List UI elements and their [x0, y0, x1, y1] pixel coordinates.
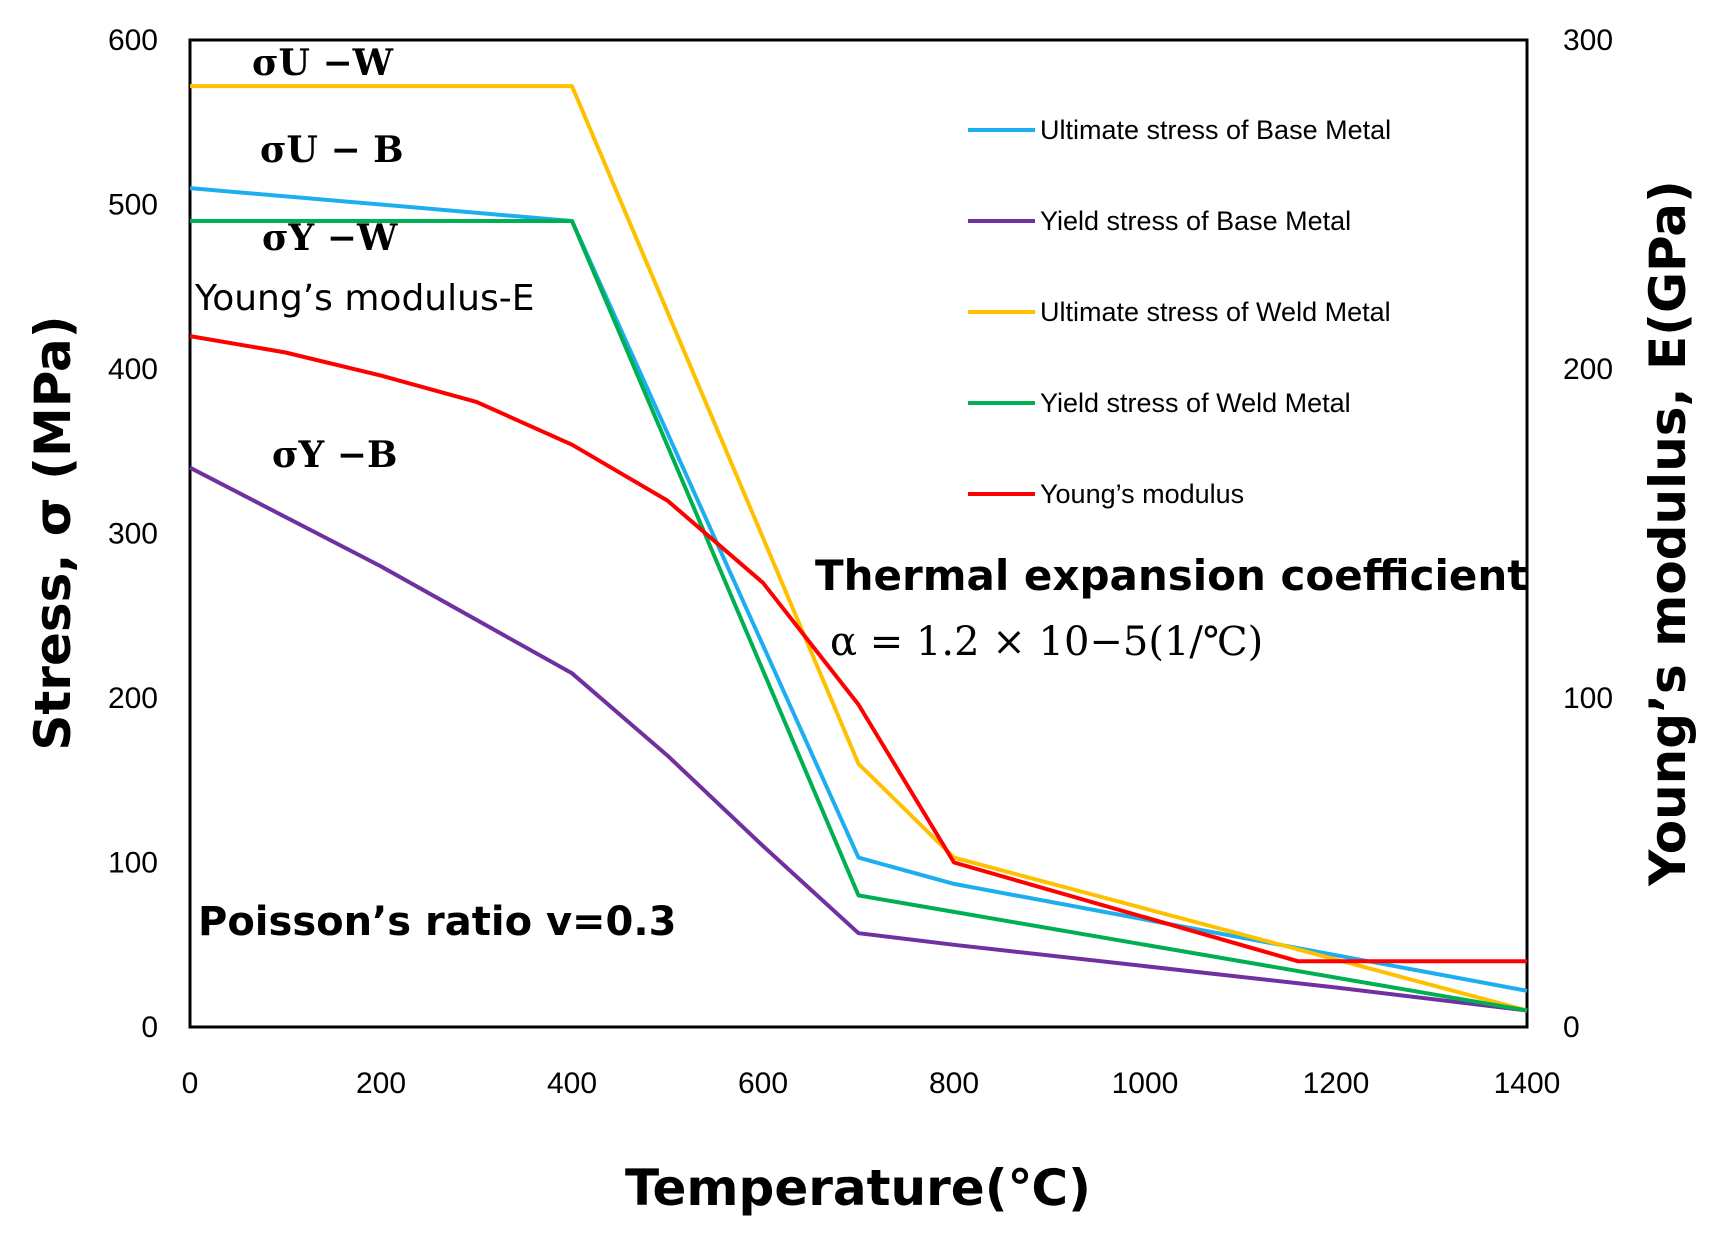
series-line-ultimate-stress-of-weld-metal: [190, 84, 1528, 1013]
annotation-sigma-u-b: σU − B: [260, 129, 404, 171]
y-right-tick-labels: 0 100 200 300: [1563, 24, 1613, 1044]
y-left-tick-label: 600: [108, 24, 158, 57]
x-tick-labels: 0 200 400 600 800 1000 1200 1400: [182, 1067, 1561, 1100]
annotation-poisson-ratio: Poisson’s ratio v=0.3: [198, 899, 676, 945]
annotation-sigma-y-b: σY −B: [272, 434, 397, 476]
y-left-tick-label: 0: [141, 1011, 158, 1044]
y-left-tick-label: 100: [108, 847, 158, 880]
x-tick-label: 800: [929, 1067, 979, 1100]
y-right-axis-title: Young’s modulus, E(GPa): [1639, 180, 1697, 887]
annotation-sigma-y-w: σY −W: [262, 217, 398, 259]
legend-label: Young’s modulus: [1040, 479, 1244, 509]
annotation-thermal-value: α = 1.2 × 10−5(1/℃): [830, 619, 1263, 665]
legend-label: Yield stress of Base Metal: [1040, 206, 1351, 236]
series-lines: [189, 84, 1528, 1013]
legend-label: Yield stress of Weld Metal: [1040, 388, 1351, 418]
annotation-sigma-u-w: σU −W: [252, 42, 394, 84]
y-left-tick-label: 300: [108, 518, 158, 551]
annotation-youngs-modulus-e: Young’s modulus-E: [194, 278, 534, 319]
x-axis-title: Temperature(℃): [625, 1159, 1091, 1217]
x-tick-label: 600: [738, 1067, 788, 1100]
legend-label: Ultimate stress of Base Metal: [1040, 115, 1391, 145]
x-tick-label: 1400: [1494, 1067, 1561, 1100]
y-left-axis-title: Stress, σ (MPa): [24, 315, 82, 750]
x-tick-label: 400: [547, 1067, 597, 1100]
y-right-tick-label: 0: [1563, 1011, 1580, 1044]
x-tick-label: 200: [356, 1067, 406, 1100]
x-tick-label: 0: [182, 1067, 199, 1100]
series-line-yield-stress-of-base-metal: [189, 465, 1528, 1013]
legend: Ultimate stress of Base Metal Yield stres…: [968, 115, 1391, 509]
series-line-ultimate-stress-of-base-metal: [189, 186, 1528, 993]
y-right-tick-label: 300: [1563, 24, 1613, 57]
y-left-tick-label: 500: [108, 189, 158, 222]
series-line-young-s-modulus: [189, 334, 1527, 964]
annotation-thermal-title: Thermal expansion coefficient: [815, 551, 1527, 600]
plot-area-frame: [188, 38, 1529, 1029]
y-left-tick-label: 400: [108, 353, 158, 386]
x-tick-label: 1200: [1303, 1067, 1370, 1100]
y-right-tick-label: 100: [1563, 682, 1613, 715]
x-tick-label: 1000: [1112, 1067, 1179, 1100]
y-right-tick-label: 200: [1563, 353, 1613, 386]
y-left-tick-labels: 0 100 200 300 400 500 600: [108, 24, 158, 1044]
legend-label: Ultimate stress of Weld Metal: [1040, 297, 1391, 327]
series-line-yield-stress-of-weld-metal: [190, 219, 1528, 1013]
y-left-tick-label: 200: [108, 682, 158, 715]
